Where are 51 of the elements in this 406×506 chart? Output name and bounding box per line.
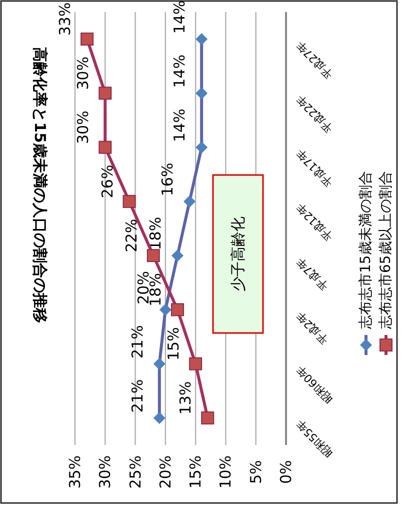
data-label: 14% (170, 108, 189, 142)
y-tick-label: 平成7年 (293, 254, 331, 292)
data-label: 21% (128, 325, 146, 358)
y-tick-label: 平成17年 (293, 146, 336, 190)
y-tick-label: 平成22年 (293, 92, 336, 136)
point (171, 250, 184, 262)
data-label: 22% (122, 218, 140, 252)
x-tick-label: 20% (156, 455, 174, 489)
annotation: 少子高齢化 (229, 216, 247, 292)
point (98, 86, 112, 100)
annotation-box: 少子高齢化 (212, 174, 264, 334)
y-tick-label: 昭和60年 (293, 363, 336, 406)
point (98, 140, 112, 154)
point (153, 412, 166, 424)
x-tick-label: 30% (96, 455, 114, 489)
point (196, 33, 208, 46)
y-tick-label: 平成27年 (293, 38, 336, 81)
point (159, 304, 172, 316)
data-label: 30% (74, 56, 92, 90)
point (184, 195, 196, 208)
point (189, 357, 202, 370)
point (122, 194, 136, 208)
data-label: 30% (74, 110, 92, 144)
text: 志布志市65歳以上の割合 (378, 171, 394, 329)
data-label: 18% (146, 216, 164, 250)
x-tick-label: 25% (126, 455, 144, 489)
x-tick-label: 35% (66, 455, 84, 489)
x-tick-label: 10% (216, 455, 235, 489)
data-label: 14% (170, 0, 189, 34)
point (170, 303, 184, 316)
point (196, 87, 208, 100)
point (153, 358, 166, 370)
text: 志布志市15歳未満の割合 (358, 171, 374, 329)
data-label: 26% (98, 164, 116, 198)
y-tick-label: 昭和55年 (293, 417, 336, 460)
y-tick-label: 平成12年 (293, 200, 336, 244)
point (80, 32, 94, 46)
point (201, 411, 214, 424)
data-label: 16% (158, 162, 177, 196)
data-label: 14% (170, 54, 189, 88)
y-tick-label: 平成2年 (293, 309, 331, 347)
data-label: 21% (128, 379, 146, 413)
data-label: 13% (176, 381, 195, 415)
data-label: 33% (56, 2, 74, 36)
data-label: 15% (164, 327, 183, 360)
x-tick-label: 5% (246, 460, 265, 484)
point (146, 249, 160, 262)
x-tick-label: 15% (186, 455, 205, 489)
x-tick-label: 0% (277, 460, 295, 484)
text: 高齢化率と15歳未満の人口の割合の推移 (31, 47, 49, 323)
point (196, 141, 208, 154)
